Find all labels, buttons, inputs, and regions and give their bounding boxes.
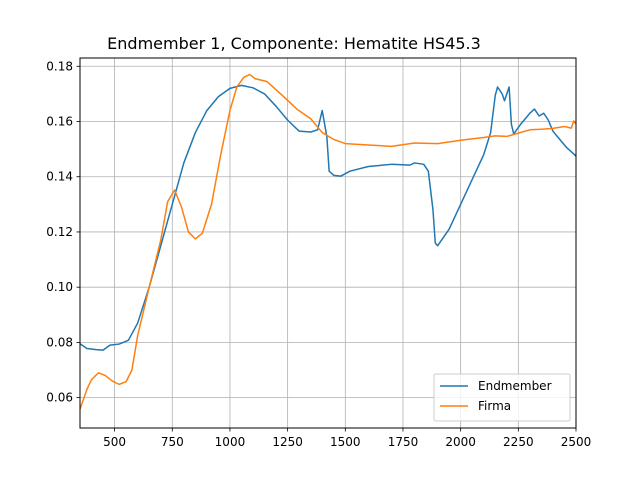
series-line-endmember [80,84,576,351]
series-line-firma [80,73,576,410]
x-tick-label: 1000 [215,435,246,449]
y-tick-label: 0.10 [46,280,73,294]
x-tick-label: 500 [103,435,126,449]
x-tick-label: 2500 [561,435,592,449]
y-tick-label: 0.16 [46,115,73,129]
y-tick-label: 0.06 [46,391,73,405]
x-tick-label: 2000 [445,435,476,449]
chart-title: Endmember 1, Componente: Hematite HS45.3 [107,34,481,53]
y-tick-label: 0.14 [46,170,73,184]
axes-frame [79,57,577,429]
x-tick-label: 1500 [330,435,361,449]
y-tick-label: 0.18 [46,59,73,73]
y-tick-label: 0.12 [46,225,73,239]
plot-area [80,73,576,410]
legend-label-firma: Firma [478,399,511,413]
x-tick-label: 2250 [503,435,534,449]
legend: Endmember Firma [433,373,571,422]
x-tick-label: 1250 [272,435,303,449]
x-axis: 500 750 1000 1250 1500 1750 2000 2250 2500 [103,428,591,449]
x-tick-label: 750 [161,435,184,449]
x-tick-label: 1750 [388,435,419,449]
y-axis: 0.06 0.08 0.10 0.12 0.14 0.16 0.18 [46,59,80,405]
y-tick-label: 0.08 [46,335,73,349]
legend-label-endmember: Endmember [478,379,552,393]
